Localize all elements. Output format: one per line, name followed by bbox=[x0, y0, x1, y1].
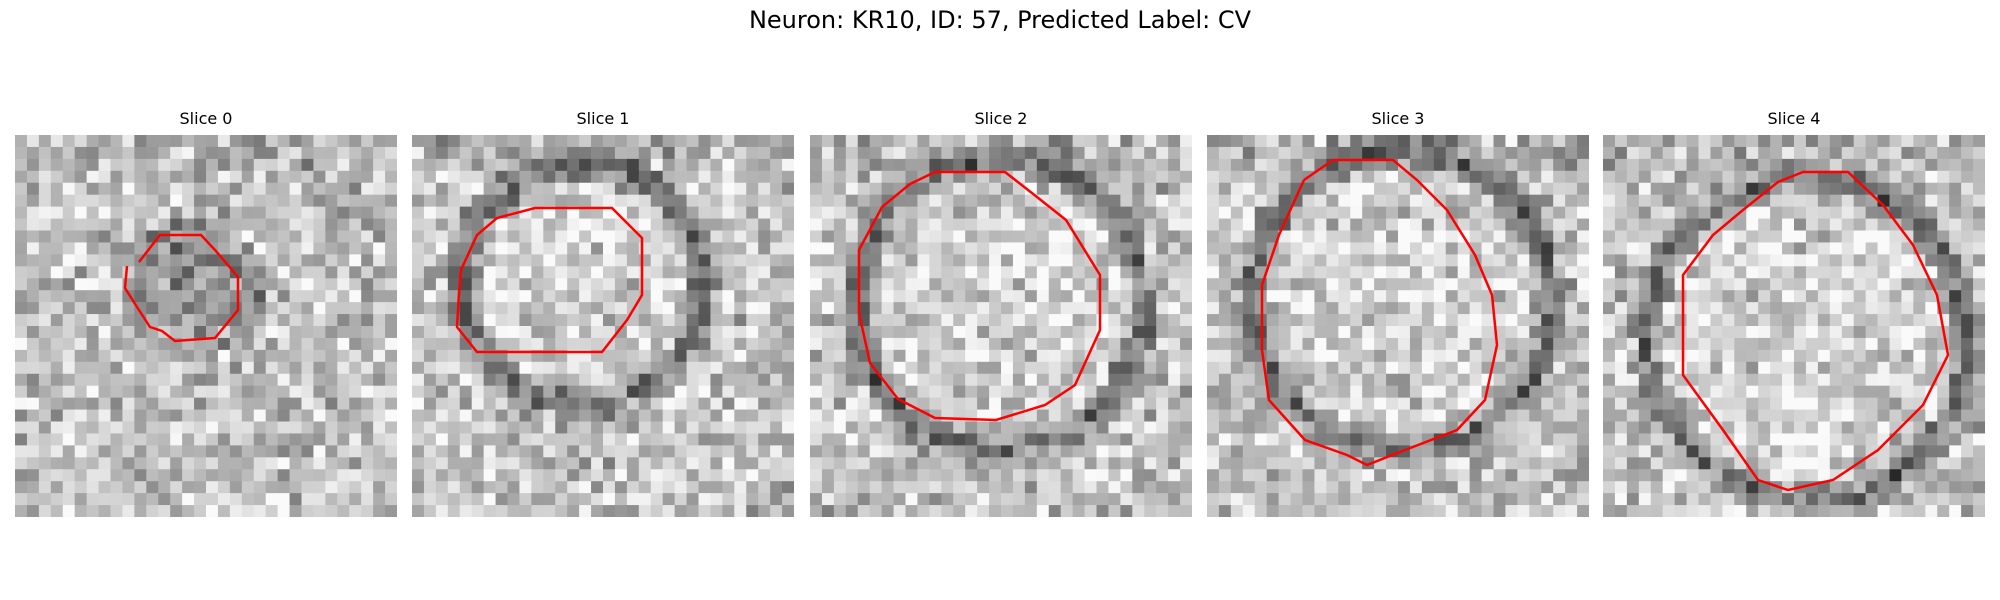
slice-panel-0: Slice 0 bbox=[15, 109, 397, 517]
slice-title: Slice 3 bbox=[1371, 109, 1425, 128]
slice-image-1 bbox=[412, 135, 794, 517]
slice-title: Slice 4 bbox=[1767, 109, 1821, 128]
segmentation-contour bbox=[455, 206, 644, 354]
segmentation-contour bbox=[1260, 158, 1499, 467]
slice-panel-2: Slice 2 bbox=[810, 109, 1192, 517]
slice-title: Slice 0 bbox=[179, 109, 233, 128]
slice-panel-4: Slice 4 bbox=[1603, 109, 1985, 517]
segmentation-contour bbox=[123, 233, 240, 343]
slice-image-0 bbox=[15, 135, 397, 517]
slice-title: Slice 2 bbox=[974, 109, 1028, 128]
figure-title: Neuron: KR10, ID: 57, Predicted Label: C… bbox=[748, 6, 1252, 34]
slice-panel-3: Slice 3 bbox=[1207, 109, 1589, 517]
slice-title: Slice 1 bbox=[576, 109, 630, 128]
segmentation-contour bbox=[1681, 170, 1950, 492]
segmentation-contour bbox=[857, 170, 1102, 422]
slice-image-3 bbox=[1207, 135, 1589, 517]
slice-panel-1: Slice 1 bbox=[412, 109, 794, 517]
slice-image-2 bbox=[810, 135, 1192, 517]
slice-image-4 bbox=[1603, 135, 1985, 517]
